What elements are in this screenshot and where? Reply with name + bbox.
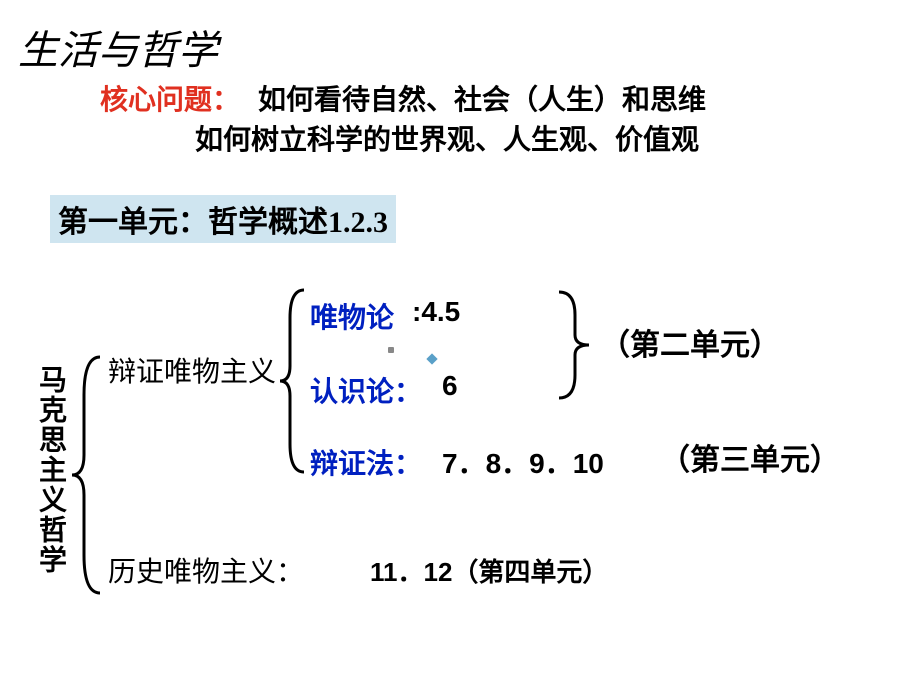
brace-right-unit2 <box>555 290 591 400</box>
core-question-line2: 如何树立科学的世界观、人生观、价值观 <box>195 118 699 158</box>
unit-2-label: （第二单元） <box>600 320 780 364</box>
branch-historical-materialism: 历史唯物主义： <box>108 550 304 590</box>
unit-3-label: （第三单元） <box>660 435 840 479</box>
branch-historical-materialism-nums: 11．12（第四单元） <box>370 552 608 589</box>
decorative-dot-2 <box>426 353 437 364</box>
sub-epistemology-label: 认识论： <box>310 370 422 410</box>
core-question-line1: 如何看待自然、社会（人生）和思维 <box>258 78 706 118</box>
brace-left-main <box>70 355 104 595</box>
vertical-label-marxism: 马克思主义哲学 <box>30 365 70 575</box>
unit-1-heading: 第一单元：哲学概述1.2.3 <box>50 195 396 243</box>
sub-epistemology-nums: 6 <box>442 370 458 402</box>
sub-materialism-label: 唯物论 <box>310 296 394 336</box>
sub-materialism-nums: :4.5 <box>412 296 460 328</box>
decorative-dot-1 <box>388 347 394 353</box>
sub-dialectics-nums: 7．8．9．10 <box>442 442 604 482</box>
branch-dialectical-materialism: 辩证唯物主义 <box>108 355 278 391</box>
page-title: 生活与哲学 <box>18 18 218 76</box>
branch1-text: 辩证唯物主义 <box>108 357 276 388</box>
core-question-label: 核心问题： <box>100 78 240 118</box>
brace-middle <box>278 288 308 474</box>
sub-dialectics-label: 辩证法： <box>310 442 422 482</box>
